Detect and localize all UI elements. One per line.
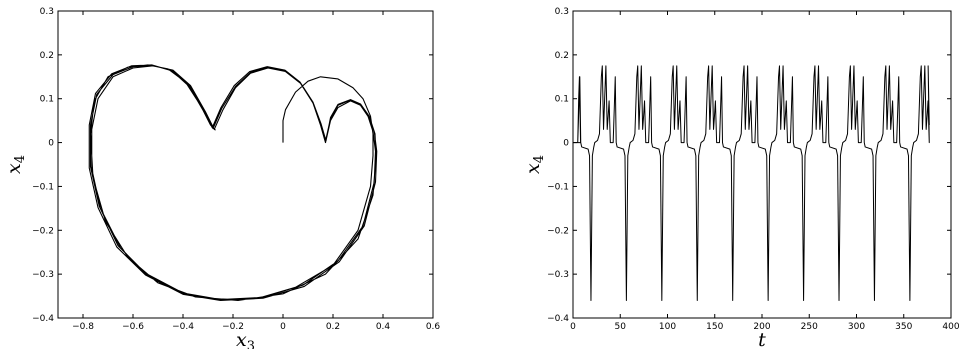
y-tick-label: 0.2 bbox=[555, 51, 569, 61]
x-tick-label: 0 bbox=[570, 322, 576, 332]
y-axis-label-subscript: 4 bbox=[532, 155, 547, 163]
y-tick-label: −0.1 bbox=[32, 182, 54, 192]
y-tick-label: −0.2 bbox=[32, 226, 54, 236]
y-tick-label: −0.3 bbox=[32, 270, 54, 280]
x-tick-label: −0.8 bbox=[72, 322, 94, 332]
y-tick-label: −0.2 bbox=[547, 226, 569, 236]
x-tick-label: 200 bbox=[753, 322, 770, 332]
y-tick-label: 0.3 bbox=[40, 7, 54, 17]
y-tick-label: 0 bbox=[48, 139, 54, 149]
x-axis-label-subscript: 3 bbox=[247, 339, 255, 349]
x-tick-label: −0.6 bbox=[122, 322, 144, 332]
x-tick-label: −0.2 bbox=[222, 322, 244, 332]
x-tick-label: 350 bbox=[895, 322, 912, 332]
x-tick-label: 150 bbox=[706, 322, 723, 332]
x-tick-label: 100 bbox=[659, 322, 676, 332]
y-axis-label: x4 bbox=[3, 155, 28, 174]
time-series-line bbox=[573, 65, 930, 301]
y-tick-label: 0.2 bbox=[40, 51, 54, 61]
x-tick-label: 0.4 bbox=[376, 322, 391, 332]
y-tick-label: −0.1 bbox=[547, 182, 569, 192]
x-tick-label: 0 bbox=[280, 322, 286, 332]
y-tick-label: −0.3 bbox=[547, 270, 569, 280]
y-axis-label: x4 bbox=[522, 155, 547, 174]
plot-frame bbox=[57, 10, 434, 319]
y-tick-label: 0.1 bbox=[555, 95, 569, 105]
x-axis-label: x3 bbox=[236, 329, 255, 349]
x-tick-label: 0.6 bbox=[426, 322, 441, 332]
x-tick-label: 0.2 bbox=[326, 322, 340, 332]
left-chart: −0.8 −0.6 −0.4 −0.2 0 0.2 0.4 0.6 −0.4 −0.3 −0.2 −0… bbox=[3, 7, 440, 349]
y-tick-label: 0.3 bbox=[555, 7, 569, 17]
y-tick-label: −0.4 bbox=[32, 314, 54, 324]
plot-frame bbox=[572, 10, 952, 319]
right-chart: 0 50 100 150 200 250 300 350 400 −0.4 −0.3 −0.2 −0.1… bbox=[522, 7, 960, 349]
y-tick-label: 0.1 bbox=[40, 95, 54, 105]
x-axis-label: t bbox=[758, 329, 766, 349]
x-tick-label: 250 bbox=[801, 322, 818, 332]
x-tick-label: 400 bbox=[942, 322, 959, 332]
y-tick-label: 0 bbox=[563, 139, 569, 149]
x-tick-label: 300 bbox=[848, 322, 865, 332]
phase-trajectory-line bbox=[88, 64, 378, 302]
x-tick-label: −0.4 bbox=[172, 322, 194, 332]
y-tick-label: −0.4 bbox=[547, 314, 569, 324]
x-tick-label: 50 bbox=[615, 322, 627, 332]
y-axis-label-subscript: 4 bbox=[13, 155, 28, 163]
